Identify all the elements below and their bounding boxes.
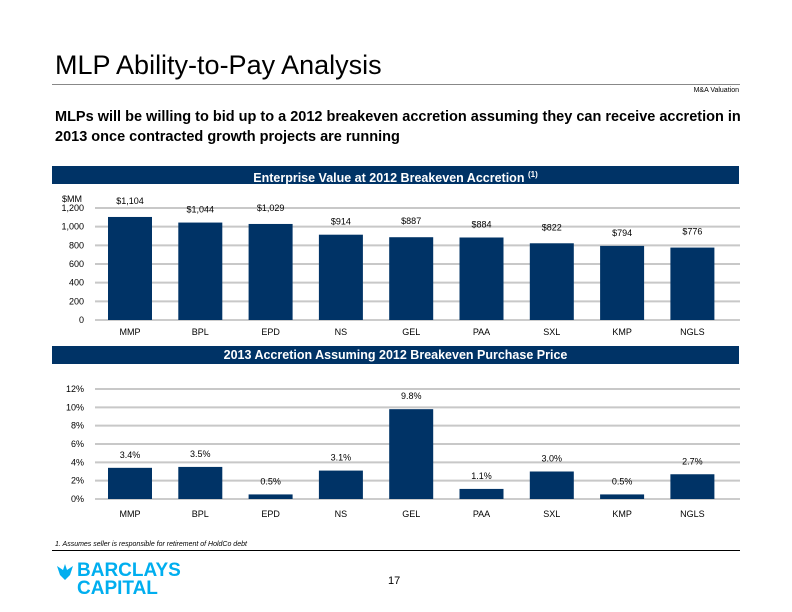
title-divider (52, 84, 740, 85)
chart2-data-label: 0.5% (260, 476, 281, 486)
chart1-bar (248, 223, 293, 320)
chart1-data-label: $776 (682, 227, 702, 237)
chart2-y-tick: 4% (71, 457, 84, 467)
chart2-title: 2013 Accretion Assuming 2012 Breakeven P… (223, 348, 568, 362)
chart2-category-label: EPD (261, 509, 280, 519)
chart1-bar (389, 237, 434, 320)
chart2-category-label: KMP (612, 509, 632, 519)
chart1-y-tick: 400 (69, 278, 84, 288)
chart2-category-label: GEL (402, 509, 420, 519)
chart2-y-tick: 8% (71, 421, 84, 431)
section-label: M&A Valuation (693, 87, 739, 94)
chart1-data-label: $1,044 (187, 205, 215, 215)
chart2-category-label: PAA (473, 509, 490, 519)
chart1-category-label: NGLS (680, 327, 705, 337)
chart2-data-label: 9.8% (401, 391, 422, 401)
chart1-bar (178, 222, 223, 320)
chart1-y-tick: 200 (69, 296, 84, 306)
chart1-data-label: $887 (401, 216, 421, 226)
chart1-category-label: NS (335, 327, 348, 337)
chart2-category-label: SXL (543, 509, 560, 519)
chart2-bar (108, 467, 152, 499)
logo-line1: BARCLAYS (77, 560, 181, 581)
chart2-data-label: 3.1% (331, 453, 352, 463)
chart2-data-label: 3.5% (190, 449, 211, 459)
chart2-bar (529, 471, 574, 499)
chart1-category-label: MMP (120, 327, 141, 337)
chart1-bar (670, 247, 715, 320)
chart1-title: Enterprise Value at 2012 Breakeven Accre… (253, 171, 525, 186)
chart1-bar (108, 216, 152, 320)
chart2-bar (670, 474, 715, 499)
chart1-data-label: $1,104 (116, 196, 144, 206)
chart1-y-tick: 0 (79, 315, 84, 325)
chart2-data-label: 2.7% (682, 456, 703, 466)
page-number: 17 (388, 575, 401, 587)
chart1-y-tick: 600 (69, 259, 84, 269)
chart1-category-label: KMP (612, 327, 632, 337)
chart1-category-label: BPL (192, 327, 209, 337)
chart2-bar (389, 409, 434, 499)
chart2-title-band: 2013 Accretion Assuming 2012 Breakeven P… (52, 346, 739, 364)
footnote-divider (52, 550, 740, 551)
chart1-y-label: $MM (62, 194, 82, 204)
chart1-data-label: $794 (612, 228, 632, 238)
chart2-category-label: NS (335, 509, 348, 519)
chart2-category-label: BPL (192, 509, 209, 519)
chart2-data-label: 3.4% (120, 450, 141, 460)
chart2-bar (600, 494, 645, 499)
chart1-category-label: EPD (261, 327, 280, 337)
chart2-y-tick: 2% (71, 476, 84, 486)
logo-line2: CAPITAL (77, 578, 158, 599)
chart1-data-label: $822 (542, 222, 562, 232)
chart1-bar (600, 245, 645, 320)
chart1-bar (529, 243, 574, 320)
chart1-bar (318, 234, 363, 320)
chart2-bar (178, 466, 223, 499)
chart1-category-label: PAA (473, 327, 490, 337)
footnote: 1. Assumes seller is responsible for ret… (55, 541, 247, 548)
chart2-data-label: 1.1% (471, 471, 492, 481)
chart1-category-label: GEL (402, 327, 420, 337)
headline: MLPs will be willing to bid up to a 2012… (55, 109, 741, 145)
chart1-y-tick: 1,200 (61, 203, 84, 213)
eagle-icon (57, 564, 73, 580)
page-title: MLP Ability-to-Pay Analysis (55, 50, 382, 80)
chart1-bar (459, 237, 504, 320)
chart2-y-tick: 6% (71, 439, 84, 449)
chart1-data-label: $914 (331, 217, 351, 227)
chart2-category-label: MMP (120, 509, 141, 519)
chart2-category-label: NGLS (680, 509, 705, 519)
chart2-y-tick: 10% (66, 402, 84, 412)
chart2-bar (459, 488, 504, 499)
chart1-data-label: $884 (471, 219, 491, 229)
chart2-y-tick: 12% (66, 384, 84, 394)
chart1-y-tick: 800 (69, 240, 84, 250)
chart1-title-band: Enterprise Value at 2012 Breakeven Accre… (52, 166, 739, 186)
chart2-y-tick: 0% (71, 494, 84, 504)
chart2-bar (248, 494, 293, 499)
chart2-data-label: 0.5% (612, 476, 633, 486)
chart1-category-label: SXL (543, 327, 560, 337)
chart1-footnote-ref: (1) (527, 170, 538, 179)
chart2-bar (318, 470, 363, 499)
chart1-y-tick: 1,000 (61, 222, 84, 232)
chart1-data-label: $1,029 (257, 203, 285, 213)
chart2-data-label: 3.0% (542, 454, 563, 464)
